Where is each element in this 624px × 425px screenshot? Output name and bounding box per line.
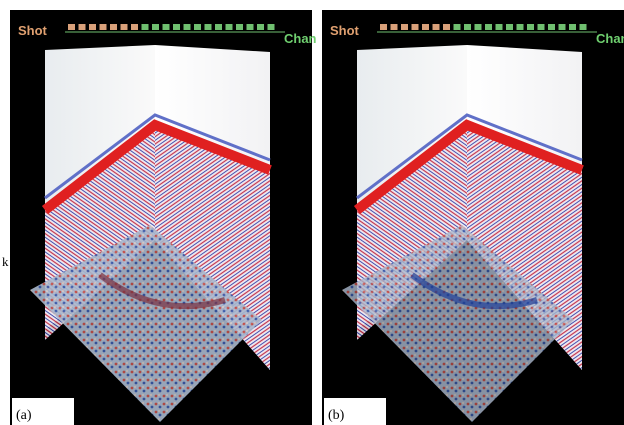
ruler-tick — [204, 24, 212, 30]
shot-label: Shot — [18, 23, 48, 38]
side-text: k — [2, 254, 9, 269]
ruler-tick — [141, 24, 149, 30]
slice-event — [410, 272, 538, 310]
ruler-tick — [548, 24, 555, 30]
ruler-tick — [246, 24, 254, 30]
ruler-tick — [506, 24, 513, 30]
ruler-tick — [516, 24, 524, 30]
ruler-tick — [267, 24, 275, 30]
ruler-tick — [215, 24, 222, 30]
depth-slice — [342, 225, 574, 422]
slice-event — [98, 272, 226, 310]
ruler-tick — [579, 24, 587, 30]
ruler-tick — [422, 24, 429, 30]
caption-box — [324, 398, 386, 425]
ruler-tick — [390, 24, 398, 30]
ruler-tick — [464, 24, 471, 30]
ruler-tick — [527, 24, 534, 30]
ruler-tick — [225, 24, 233, 30]
chan-label: Chan — [284, 31, 317, 46]
ruler-tick — [110, 24, 117, 30]
first-arrival-edge — [356, 113, 583, 200]
ruler-tick — [99, 24, 107, 30]
ruler-tick — [173, 24, 180, 30]
ruler-tick — [120, 24, 128, 30]
ruler-tick — [183, 24, 191, 30]
ruler-tick — [443, 24, 450, 30]
ruler-tick — [194, 24, 201, 30]
caption: (b) — [328, 408, 345, 423]
ruler-tick — [495, 24, 503, 30]
ruler-tick — [432, 24, 440, 30]
ruler-tick — [68, 24, 75, 30]
caption-box — [12, 398, 74, 425]
ruler-tick — [453, 24, 461, 30]
first-arrival — [41, 119, 272, 214]
ruler-tick — [89, 24, 96, 30]
panel: Shot Chan (a) — [10, 10, 317, 425]
ruler-tick — [411, 24, 419, 30]
ruler-tick — [257, 24, 264, 30]
chan-label: Chan — [596, 31, 624, 46]
ruler-tick — [78, 24, 86, 30]
ruler-tick — [401, 24, 408, 30]
ruler-tick — [485, 24, 492, 30]
panel: Shot Chan (b) — [322, 10, 624, 425]
shot-label: Shot — [330, 23, 360, 38]
ruler-tick — [558, 24, 566, 30]
ruler-tick — [474, 24, 482, 30]
ruler-tick — [131, 24, 138, 30]
caption: (a) — [16, 408, 32, 423]
ruler-tick — [162, 24, 170, 30]
depth-slice — [30, 225, 262, 422]
first-arrival-edge — [44, 113, 271, 200]
ruler-tick — [236, 24, 243, 30]
first-arrival — [353, 119, 584, 214]
ruler-tick — [537, 24, 545, 30]
ruler-tick — [569, 24, 576, 30]
ruler-tick — [380, 24, 387, 30]
ruler-tick — [152, 24, 159, 30]
